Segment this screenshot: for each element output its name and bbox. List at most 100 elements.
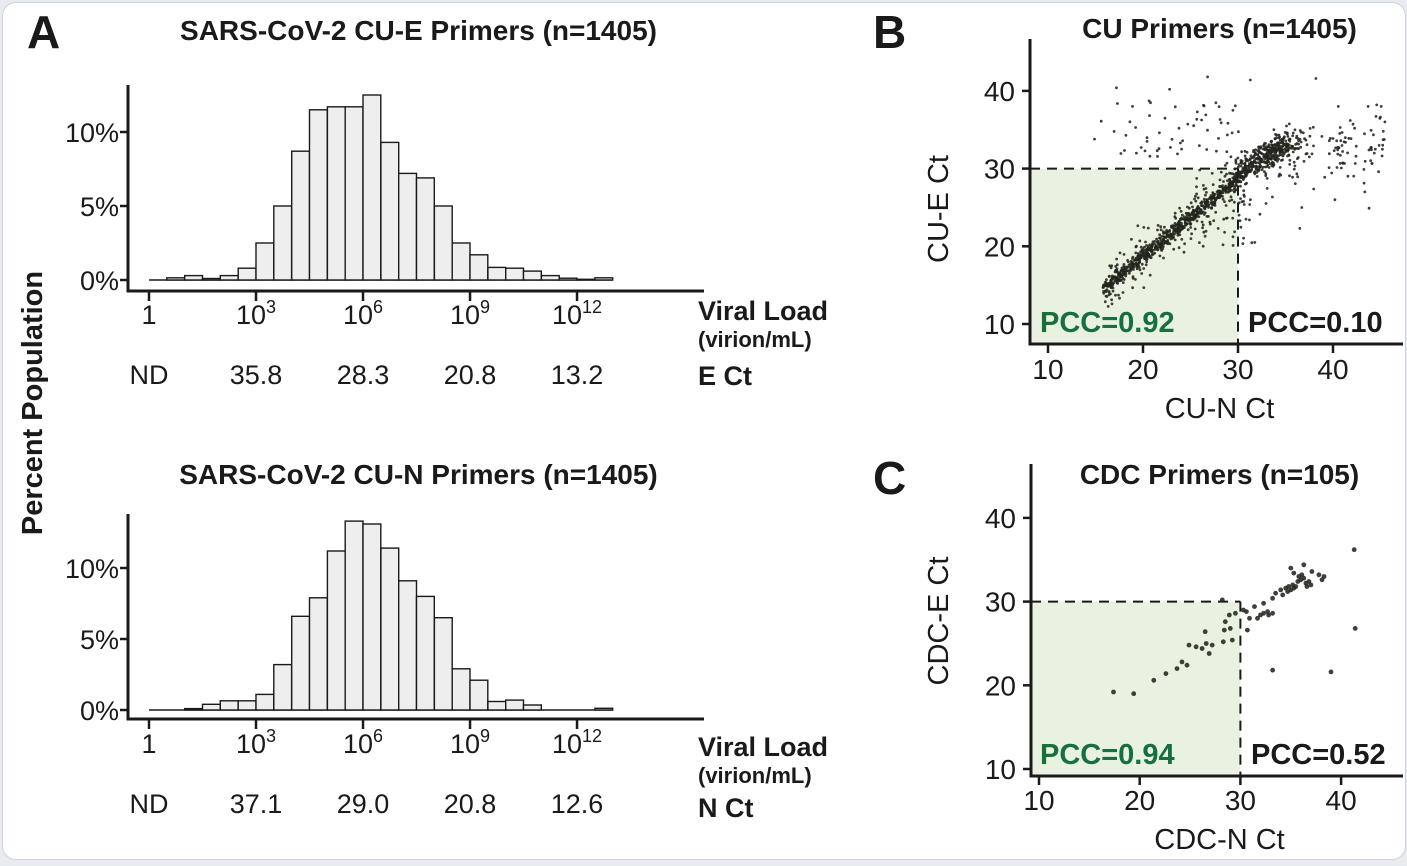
n-ct-axis-label: N Ct bbox=[698, 793, 754, 823]
hist-cu-e: 0% 5% 10% 1 ND 103 35.8 106 28.3 109 20.8 1012 13.2 bbox=[65, 85, 704, 390]
histogram-bar bbox=[237, 267, 257, 281]
panel-b-label: B bbox=[873, 6, 907, 58]
x-tick-label: 1012 bbox=[552, 726, 602, 759]
pcc-cu-inside-label: PCC=0.92 bbox=[1040, 307, 1175, 339]
panel-a-label: A bbox=[27, 6, 61, 58]
histogram-bar bbox=[505, 267, 525, 281]
y-tick-label: 30 bbox=[985, 587, 1016, 618]
histogram-bar bbox=[273, 205, 293, 281]
histogram-bar bbox=[201, 277, 221, 281]
histogram-bar bbox=[308, 597, 328, 711]
y-tick-label: 20 bbox=[984, 231, 1015, 262]
histogram-bar bbox=[362, 94, 382, 281]
histogram-bar bbox=[344, 106, 364, 281]
figure-canvas: 0%5%10%1ND10335.810628.310920.8101213.20… bbox=[65, 39, 1403, 819]
ct-value-label: 28.3 bbox=[337, 360, 390, 390]
histogram-bar bbox=[594, 277, 614, 281]
hist-cu-e-title: SARS-CoV-2 CU-E Primers (n=1405) bbox=[180, 15, 657, 46]
y-tick-label: 20 bbox=[985, 670, 1016, 701]
pcc-cdc-outside-label: PCC=0.52 bbox=[1251, 739, 1386, 771]
histogram-bar bbox=[308, 109, 328, 281]
histogram-bar bbox=[487, 266, 507, 281]
y-tick-label: 0% bbox=[80, 266, 119, 296]
histogram-bar bbox=[237, 700, 257, 711]
y-tick-label: 10% bbox=[65, 118, 119, 148]
ct-value-label: ND bbox=[130, 789, 169, 819]
histogram-bar bbox=[487, 700, 507, 711]
x-tick-label: 109 bbox=[450, 726, 490, 759]
x-tick-label: 106 bbox=[343, 726, 383, 759]
histogram-bar bbox=[415, 595, 435, 711]
scatter-cu-ylabel: CU-E Ct bbox=[923, 155, 955, 263]
histogram-bar bbox=[255, 242, 275, 281]
x-tick-label: 109 bbox=[450, 297, 490, 330]
panel-c-label: C bbox=[873, 452, 907, 504]
histogram-bar bbox=[451, 668, 471, 711]
scatter-cu-title: CU Primers (n=1405) bbox=[1082, 13, 1357, 44]
x-tick-label: 30 bbox=[1222, 354, 1253, 385]
histogram-bar bbox=[183, 274, 204, 281]
x-tick-label: 1 bbox=[141, 300, 156, 330]
histogram-bar bbox=[594, 707, 614, 711]
y-tick-label: 10 bbox=[985, 754, 1016, 785]
y-tick-label: 5% bbox=[80, 192, 119, 222]
ct-value-label: 29.0 bbox=[337, 789, 390, 819]
scatter-cdc-title: CDC Primers (n=105) bbox=[1079, 459, 1360, 490]
ct-value-label: 20.8 bbox=[444, 789, 497, 819]
x-tick-label: 40 bbox=[1326, 785, 1357, 816]
x-tick-label: 40 bbox=[1317, 354, 1348, 385]
x-tick-label: 1 bbox=[141, 729, 156, 759]
histogram-bar bbox=[291, 150, 311, 281]
histogram-bar bbox=[505, 699, 525, 711]
x-tick-label: 20 bbox=[1124, 785, 1155, 816]
x-tick-label: 30 bbox=[1225, 785, 1256, 816]
histogram-bar bbox=[273, 663, 293, 711]
histogram-bar bbox=[433, 205, 453, 281]
x-tick-label: 10 bbox=[1032, 354, 1063, 385]
ct-value-label: 13.2 bbox=[551, 360, 604, 390]
histogram-bar bbox=[183, 707, 204, 711]
histogram-bar bbox=[380, 141, 400, 281]
histogram-bar bbox=[326, 550, 346, 711]
viral-load-label-n-line2: (virion/mL) bbox=[698, 763, 812, 788]
hist-cu-n: 0% 5% 10% 1 ND 103 37.1 106 29.0 109 20.8 1012 12.6 bbox=[65, 514, 704, 819]
histogram-bar bbox=[433, 617, 453, 711]
histogram-bar bbox=[398, 172, 418, 281]
scatter-cu-xlabel: CU-N Ct bbox=[1164, 393, 1275, 425]
histogram-bar bbox=[201, 703, 221, 711]
histogram-bar bbox=[558, 277, 578, 281]
hist-cu-n-title: SARS-CoV-2 CU-N Primers (n=1405) bbox=[179, 459, 658, 490]
scatter-cu: 10 10 20 20 30 30 40 40 bbox=[984, 39, 1403, 385]
y-tick-label: 40 bbox=[984, 76, 1015, 107]
ct-value-label: 12.6 bbox=[551, 789, 604, 819]
histogram-bar bbox=[291, 615, 311, 711]
histogram-bar bbox=[166, 277, 186, 281]
histogram-bar bbox=[398, 580, 418, 711]
histogram-bar bbox=[344, 520, 364, 711]
histogram-bar bbox=[451, 242, 471, 281]
histogram-bar bbox=[362, 523, 382, 711]
histogram-bar bbox=[415, 177, 435, 281]
y-tick-label: 30 bbox=[984, 154, 1015, 185]
x-tick-label: 103 bbox=[236, 297, 276, 330]
scatter-points bbox=[1093, 75, 1387, 308]
x-tick-label: 10 bbox=[1023, 785, 1054, 816]
histogram-bar bbox=[380, 547, 400, 711]
scatter-cdc-ylabel: CDC-E Ct bbox=[923, 556, 955, 686]
ct-value-label: ND bbox=[130, 360, 169, 390]
y-tick-label: 0% bbox=[80, 696, 119, 726]
histogram-bar bbox=[255, 693, 275, 711]
y-tick-label: 10% bbox=[65, 554, 119, 584]
x-tick-label: 103 bbox=[236, 726, 276, 759]
scatter-points bbox=[1111, 547, 1358, 697]
histogram-bar bbox=[522, 270, 542, 281]
pcc-cu-outside-label: PCC=0.10 bbox=[1248, 307, 1383, 339]
x-tick-label: 20 bbox=[1127, 354, 1158, 385]
viral-load-label-e-line1: Viral Load bbox=[698, 296, 829, 326]
histogram-bar bbox=[326, 106, 346, 281]
histogram-bar bbox=[469, 254, 489, 281]
y-tick-label: 5% bbox=[80, 625, 119, 655]
y-tick-label: 10 bbox=[984, 309, 1015, 340]
